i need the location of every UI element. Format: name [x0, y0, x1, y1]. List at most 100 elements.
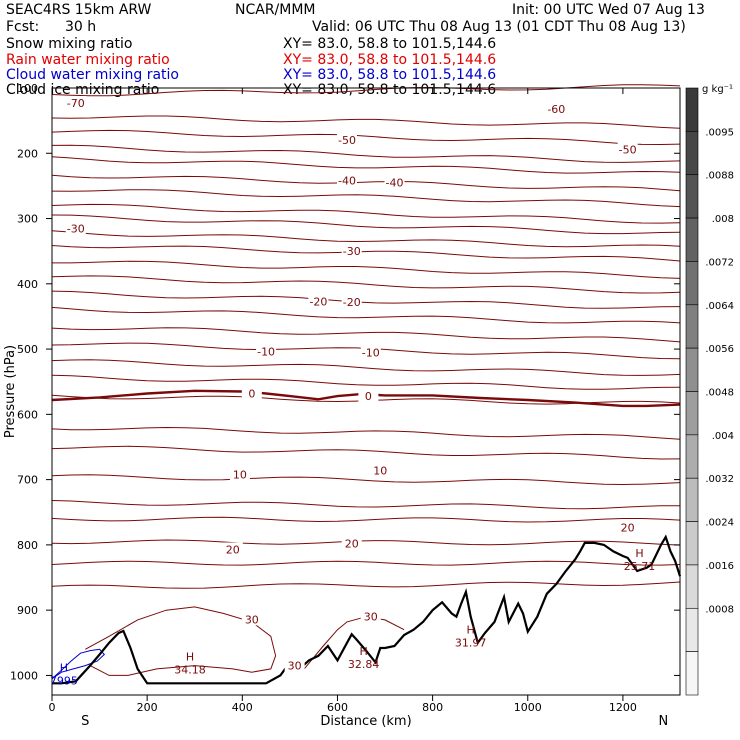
colorbar-tick-label: .0032 [705, 474, 734, 485]
contour-label-bg [229, 467, 250, 481]
valid-time: Valid: 06 UTC Thu 08 Aug 13 (01 CDT Thu … [312, 19, 686, 35]
freezing-level-contour [51, 389, 681, 408]
contour-label-bg [384, 175, 405, 189]
colorbar-unit-label: g kg⁻¹ [702, 84, 733, 95]
contour-label-bg [336, 173, 357, 187]
isotherm-line [51, 275, 681, 294]
isotherm-30-line [85, 606, 277, 676]
isotherm-line [51, 156, 681, 174]
warm-core-contours [85, 606, 405, 676]
init-time: Init: 00 UTC Wed 07 Aug 13 [512, 2, 705, 18]
isotherm-line [51, 500, 681, 510]
x-tick-label: 800 [422, 701, 443, 714]
y-tick-label: 900 [17, 604, 38, 617]
colorbar-swatch [685, 477, 699, 522]
freezing-level-line [51, 389, 681, 408]
isotherm-line [51, 327, 681, 343]
y-tick-label: 100 [17, 82, 38, 95]
contour-label: 20 [226, 543, 240, 556]
isotherm-line [51, 174, 681, 192]
contour-label: 10 [373, 464, 387, 477]
contour-label-bg [308, 294, 329, 308]
contour-label: -20 [343, 296, 361, 309]
y-axis-title: Pressure (hPa) [3, 345, 18, 438]
contour-label: 20 [345, 538, 359, 551]
high-value: 25.71 [624, 560, 656, 573]
colorbar-swatch [685, 607, 699, 652]
isotherm-line [51, 245, 681, 262]
contour-label-bg [370, 463, 391, 477]
endpoint-label-south: S [81, 714, 89, 729]
contour-labels: -70 -60 -50 -50 -40 -40 -30 -30 -20 -20 -10 -10 0 0 10… [65, 96, 638, 673]
x-axis-title: Distance (km) [320, 714, 411, 729]
contour-label: -10 [362, 346, 380, 359]
colorbar-tick-label: .0072 [705, 257, 734, 268]
contour-label: -10 [257, 346, 275, 359]
contour-label: 20 [621, 521, 635, 534]
colorbar-swatch [685, 217, 699, 262]
contour-label-bg [341, 244, 362, 258]
contour-label-bg [222, 542, 243, 556]
high-marker: H [467, 624, 475, 637]
isotherm-line [51, 374, 681, 390]
field-xy-cloud-ice: XY= 83.0, 58.8 to 101.5,144.6 [283, 82, 497, 98]
isotherm-line [51, 144, 681, 163]
colorbar-swatch [685, 131, 699, 176]
contour-label-bg [241, 612, 262, 626]
colorbar-tick-label: .0056 [705, 344, 734, 355]
x-tick-label: 1200 [609, 701, 637, 714]
contour-label: 0 [365, 390, 372, 403]
high-marker: H [186, 650, 194, 663]
contour-label: -30 [343, 245, 361, 258]
contour-label: -40 [338, 175, 356, 188]
colorbar-tick-label: .0048 [705, 388, 734, 399]
y-tick-label: 800 [17, 539, 38, 552]
colorbar-tick-label: .008 [712, 214, 734, 225]
contour-label-bg [65, 221, 86, 235]
contour-label: 30 [364, 611, 378, 624]
isotherm-line [51, 560, 681, 566]
isotherm-line [51, 516, 681, 523]
contour-label-bg [241, 386, 262, 400]
high-value: 31.97 [455, 637, 487, 650]
isotherm-contours [51, 84, 681, 589]
contour-label-bg [256, 344, 277, 358]
high-marker: H [359, 645, 367, 658]
colorbar-tick-label: .004 [712, 431, 734, 442]
field-name-cloud-water: Cloud water mixing ratio [6, 67, 179, 83]
colorbar-swatch [685, 174, 699, 219]
high-marker: H [60, 661, 68, 674]
colorbar-swatch [685, 434, 699, 479]
field-name-snow: Snow mixing ratio [6, 36, 133, 52]
plot-frame [51, 87, 681, 696]
isotherm-line [51, 115, 681, 129]
contour-label: 30 [288, 660, 302, 673]
colorbar-swatch [685, 347, 699, 392]
high-value: 34.18 [174, 663, 206, 676]
colorbar-swatch [685, 651, 699, 696]
x-tick-label: 400 [232, 701, 253, 714]
y-tick-label: 700 [17, 474, 38, 487]
isotherm-line [51, 306, 681, 324]
contour-label-bg [341, 295, 362, 309]
y-tick-label: 600 [17, 408, 38, 421]
colorbar-swatch [685, 87, 699, 132]
high-value: 32.84 [348, 658, 380, 671]
isotherm-line [51, 84, 681, 97]
high-marker: H [635, 547, 643, 560]
field-xy-snow: XY= 83.0, 58.8 to 101.5,144.6 [283, 36, 497, 52]
field-name-rain: Rain water mixing ratio [6, 52, 170, 68]
isotherm-line [51, 474, 681, 486]
endpoint-label-north: N [658, 714, 668, 729]
forecast-hours: 30 h [65, 19, 97, 35]
isotherm-line [51, 359, 681, 376]
y-tick-label: 400 [17, 278, 38, 291]
colorbar-tick-label: .0008 [705, 604, 734, 615]
high-value: 7995 [50, 674, 78, 687]
contour-label: 30 [245, 613, 259, 626]
colorbar-tick-label: .0016 [705, 561, 734, 572]
colorbar-tick-label: .0088 [705, 171, 734, 182]
colorbar-swatch [685, 304, 699, 349]
